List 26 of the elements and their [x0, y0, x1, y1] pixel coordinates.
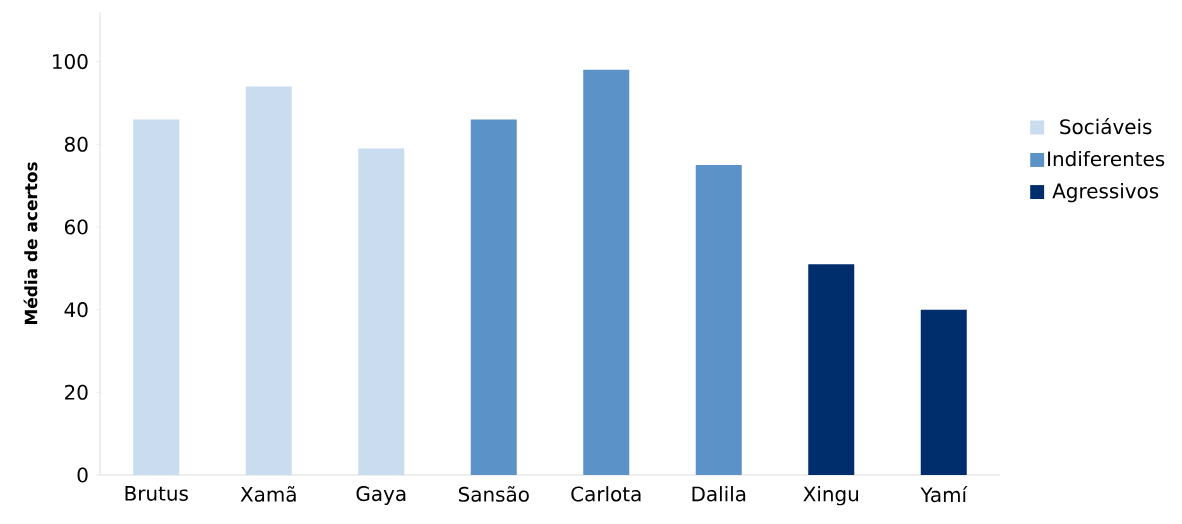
- x-tick-label: Brutus: [125, 486, 188, 501]
- x-tick-label: Xamã: [240, 486, 296, 502]
- y-tick-label: 80: [64, 136, 88, 152]
- legend-label: Agressivos: [1052, 182, 1159, 203]
- legend-label: Indiferentes: [1048, 150, 1165, 167]
- bar: [808, 264, 855, 475]
- x-tick-label: Gaya: [356, 486, 406, 506]
- bar: [133, 119, 180, 475]
- y-axis-title: Média de acertos: [23, 162, 38, 325]
- y-tick-label: 60: [64, 219, 88, 235]
- bar: [358, 148, 405, 475]
- x-tick-label: Yamí: [920, 486, 968, 503]
- y-tick-label: 20: [65, 384, 88, 400]
- bar: [695, 164, 742, 475]
- bar: [920, 309, 967, 475]
- bar: [245, 86, 292, 475]
- legend-label: Sociáveis: [1060, 118, 1152, 135]
- x-tick-label: Xingu: [803, 486, 858, 506]
- x-tick-label: Carlota: [571, 486, 641, 502]
- y-tick-label: 40: [64, 302, 88, 318]
- x-tick-label: Dalila: [692, 486, 746, 502]
- bar: [470, 119, 517, 475]
- bar: [583, 69, 630, 475]
- x-tick-label: Sansão: [458, 486, 529, 502]
- y-tick-label: 100: [53, 54, 88, 70]
- y-tick-label: 0: [77, 467, 88, 483]
